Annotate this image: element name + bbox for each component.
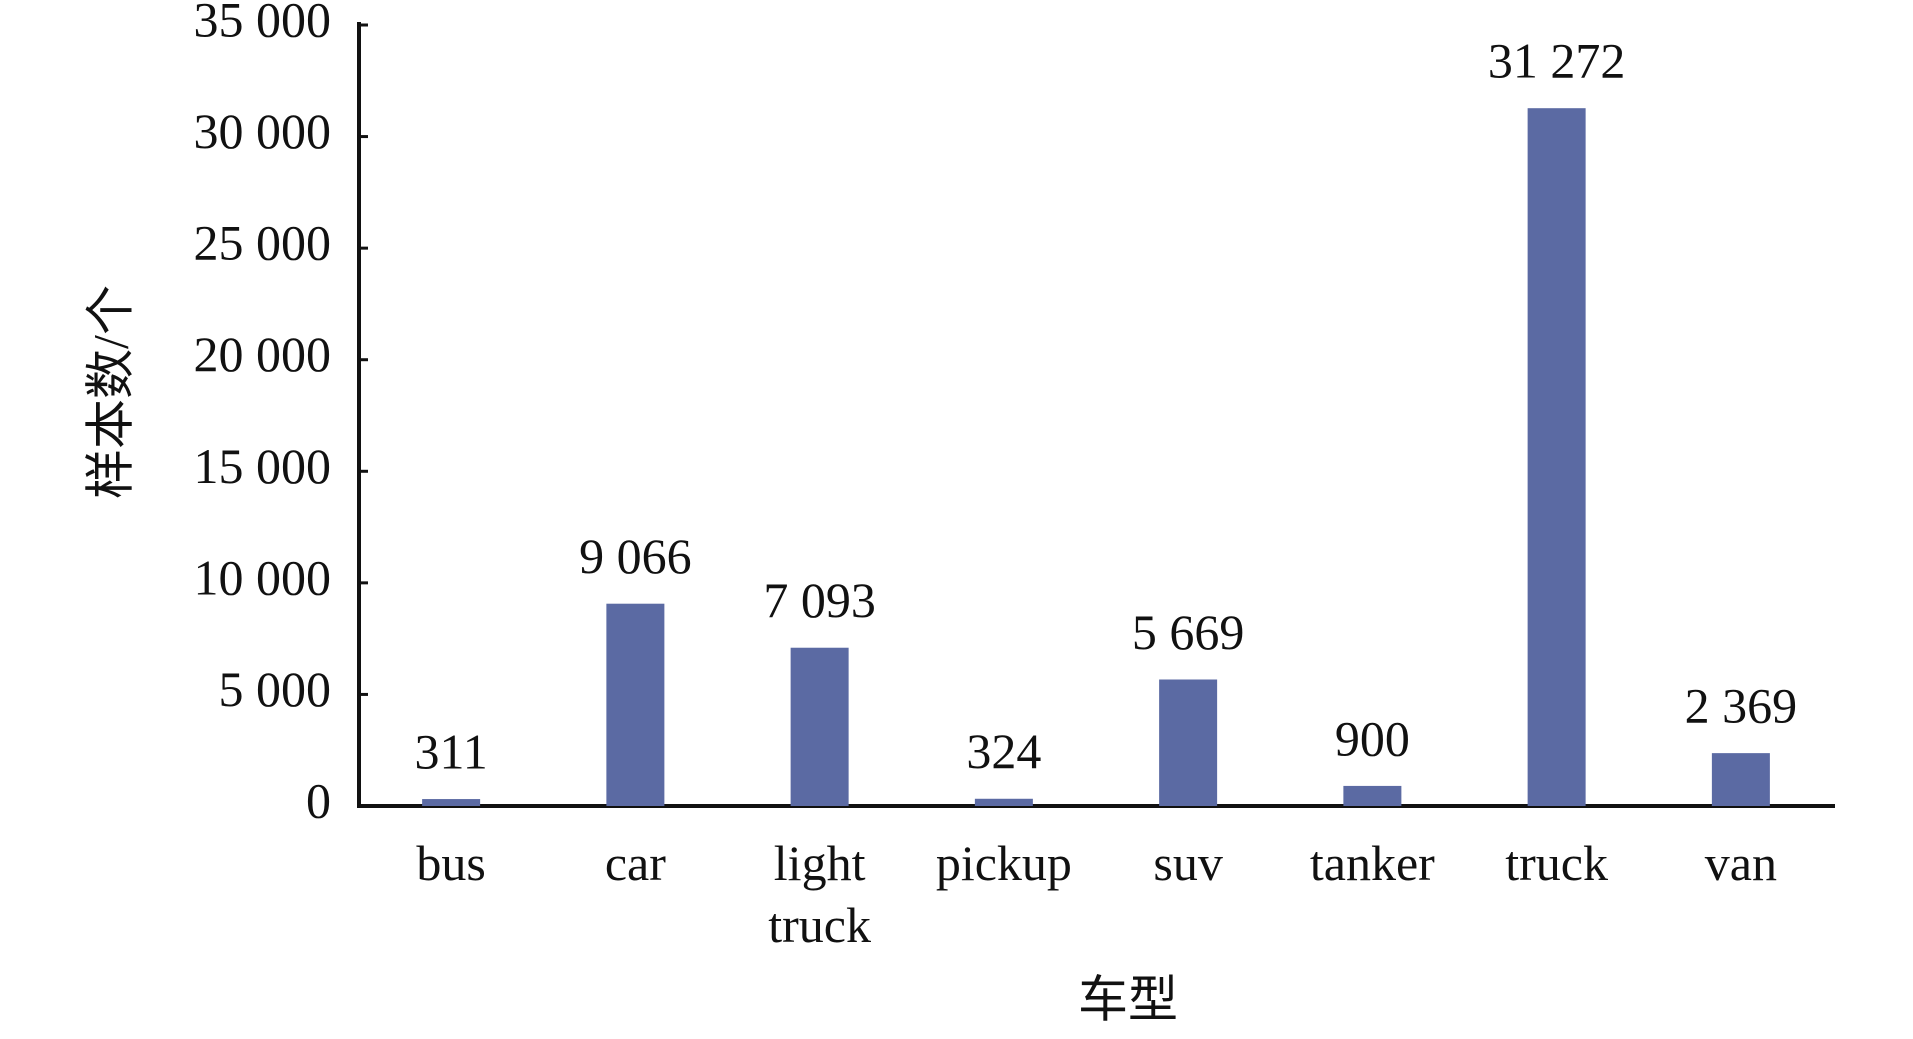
x-tick-label: light truck xyxy=(768,835,871,953)
y-tick-label: 30 000 xyxy=(194,103,332,159)
y-axis-label: 样本数/个 xyxy=(82,285,138,499)
bar xyxy=(606,603,665,806)
bar xyxy=(1159,679,1218,806)
bar xyxy=(422,799,481,806)
x-tick-label: suv xyxy=(1153,835,1223,891)
value-label: 5 669 xyxy=(1132,604,1245,660)
value-label: 2 369 xyxy=(1685,678,1798,734)
y-tick-label: 20 000 xyxy=(194,326,332,382)
x-tick-label: truck xyxy=(1505,835,1608,891)
value-label: 900 xyxy=(1335,710,1410,766)
y-tick-label: 0 xyxy=(306,772,331,828)
y-tick-label: 35 000 xyxy=(194,0,332,47)
bar xyxy=(790,647,849,806)
x-tick-label: car xyxy=(604,835,666,891)
x-tick-label: pickup xyxy=(935,835,1072,891)
y-tick-label: 15 000 xyxy=(194,438,332,494)
value-label: 7 093 xyxy=(763,572,876,628)
value-label: 9 066 xyxy=(579,528,692,584)
y-tick-label: 5 000 xyxy=(219,661,332,717)
x-axis-label: 车型 xyxy=(1078,971,1178,1027)
x-tick-label: tanker xyxy=(1309,835,1435,891)
y-tick-label: 10 000 xyxy=(194,549,332,605)
bar xyxy=(974,798,1033,806)
value-label: 311 xyxy=(415,724,488,780)
value-label: 324 xyxy=(966,723,1041,779)
x-tick-label: bus xyxy=(416,835,486,891)
bar xyxy=(1343,785,1402,806)
y-tick-label: 25 000 xyxy=(194,215,332,271)
bar xyxy=(1527,108,1586,806)
bar xyxy=(1711,753,1770,806)
x-tick-label: van xyxy=(1704,835,1777,891)
value-label: 31 272 xyxy=(1488,33,1626,89)
